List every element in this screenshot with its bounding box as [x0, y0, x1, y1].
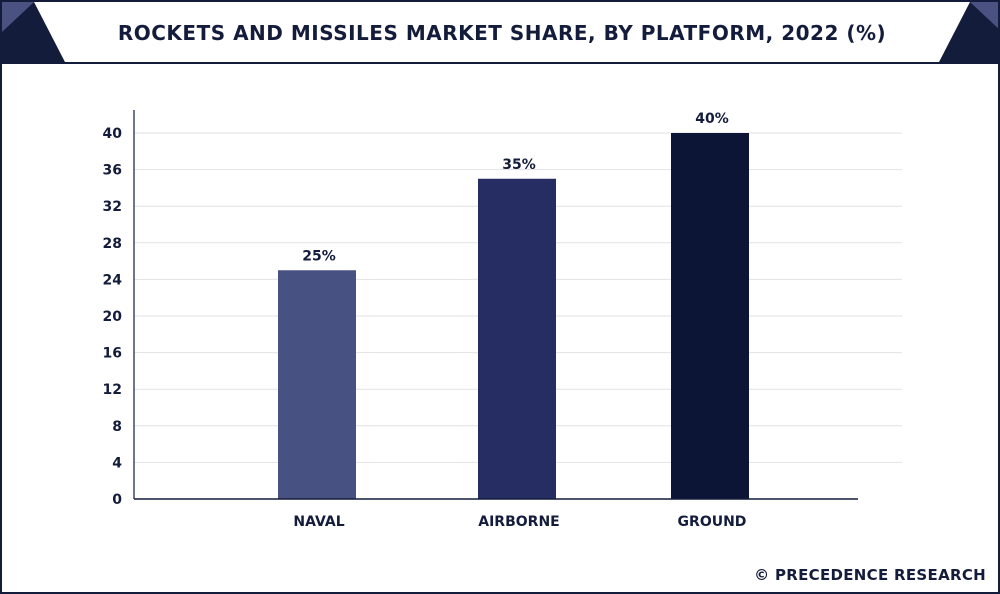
x-category-label: AIRBORNE	[478, 514, 559, 530]
y-tick-label: 36	[103, 163, 122, 179]
bar-ground	[671, 133, 749, 499]
labels: 0 4 8 12 16 20 24 28 32 36 40 25% NAVAL 35% AIRBORNE 40…	[103, 111, 747, 530]
y-tick-label: 40	[103, 126, 123, 142]
data-label: 25%	[302, 248, 336, 264]
bar-naval	[278, 270, 356, 499]
bars	[278, 133, 749, 499]
watermark-text: © PRECEDENCE RESEARCH	[754, 566, 986, 584]
y-tick-label: 12	[103, 382, 122, 398]
y-tick-label: 28	[103, 236, 122, 252]
left-corner-dark	[2, 2, 66, 64]
y-tick-label: 24	[103, 272, 123, 288]
title-banner: ROCKETS AND MISSILES MARKET SHARE, BY PL…	[2, 2, 998, 64]
y-tick-label: 0	[112, 492, 122, 508]
left-corner-accent	[2, 2, 34, 32]
axes	[133, 110, 858, 500]
y-tick-label: 16	[103, 346, 122, 362]
data-label: 35%	[502, 157, 536, 173]
y-tick-label: 32	[103, 199, 122, 215]
banner-decoration	[2, 2, 998, 64]
right-corner-dark	[938, 2, 998, 64]
bar-airborne	[478, 178, 556, 499]
x-category-label: NAVAL	[293, 514, 344, 530]
y-tick-label: 4	[112, 455, 122, 471]
x-category-label: GROUND	[678, 514, 747, 530]
y-tick-label: 20	[103, 309, 123, 325]
chart-title: ROCKETS AND MISSILES MARKET SHARE, BY PL…	[117, 21, 887, 45]
data-label: 40%	[695, 111, 729, 127]
right-corner-accent	[970, 2, 998, 29]
y-tick-label: 8	[112, 419, 122, 435]
